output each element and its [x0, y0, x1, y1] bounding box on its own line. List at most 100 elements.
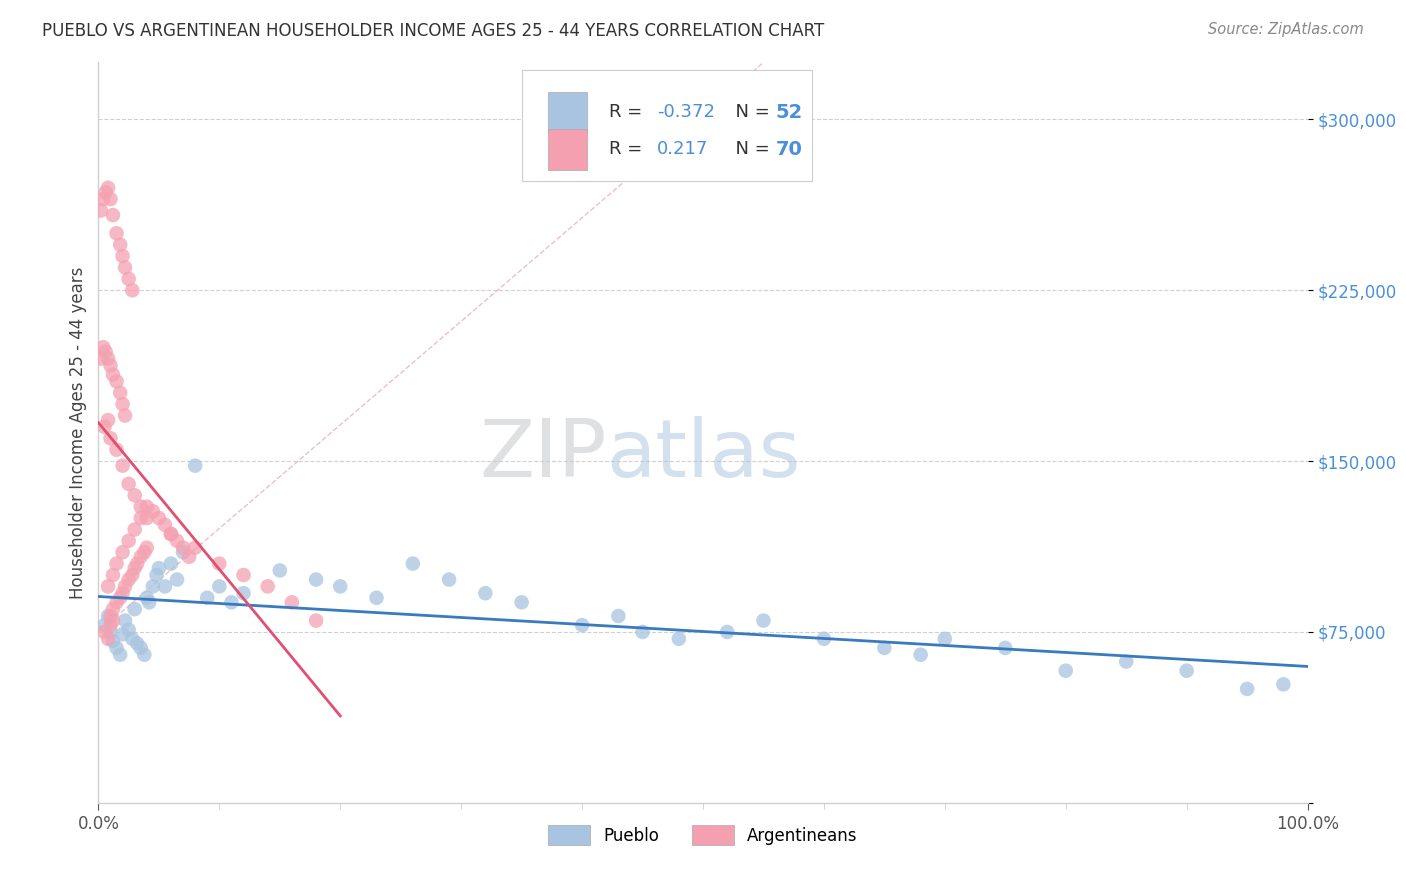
Text: ZIP: ZIP	[479, 416, 606, 494]
Point	[111, 586, 134, 600]
Point	[1272, 677, 1295, 691]
Point	[124, 602, 146, 616]
Point	[114, 614, 136, 628]
Point	[172, 541, 194, 555]
Point	[101, 368, 124, 382]
Point	[716, 624, 738, 639]
Point	[105, 442, 128, 457]
Text: -0.372: -0.372	[657, 103, 716, 121]
Point	[108, 237, 131, 252]
Point	[329, 579, 352, 593]
Point	[127, 557, 149, 571]
Legend: Pueblo, Argentineans: Pueblo, Argentineans	[540, 817, 866, 854]
Point	[124, 488, 146, 502]
Point	[1115, 655, 1137, 669]
Point	[474, 586, 496, 600]
Point	[256, 579, 278, 593]
Point	[97, 632, 120, 646]
Point	[118, 272, 141, 286]
Point	[402, 557, 425, 571]
Point	[135, 541, 157, 555]
Point	[97, 609, 120, 624]
Point	[121, 632, 143, 646]
Point	[934, 632, 956, 646]
Point	[1054, 664, 1077, 678]
Text: N =: N =	[724, 103, 775, 121]
FancyBboxPatch shape	[548, 129, 586, 169]
Point	[145, 568, 167, 582]
Point	[127, 636, 149, 650]
Point	[111, 458, 134, 473]
Point	[121, 283, 143, 297]
Point	[232, 586, 254, 600]
Point	[111, 397, 134, 411]
Point	[571, 618, 593, 632]
Point	[129, 500, 152, 514]
Point	[631, 624, 654, 639]
Point	[105, 557, 128, 571]
Point	[129, 640, 152, 655]
Point	[153, 517, 176, 532]
Text: atlas: atlas	[606, 416, 800, 494]
Point	[100, 431, 122, 445]
Point	[873, 640, 896, 655]
Point	[208, 579, 231, 593]
Text: R =: R =	[609, 140, 654, 159]
Point	[97, 180, 120, 194]
Point	[160, 527, 183, 541]
Text: N =: N =	[724, 140, 775, 159]
Point	[607, 609, 630, 624]
Point	[994, 640, 1017, 655]
Point	[100, 192, 122, 206]
Point	[813, 632, 835, 646]
Point	[232, 568, 254, 582]
Point	[153, 579, 176, 593]
Point	[184, 541, 207, 555]
Point	[101, 208, 124, 222]
Y-axis label: Householder Income Ages 25 - 44 years: Householder Income Ages 25 - 44 years	[69, 267, 87, 599]
Point	[114, 409, 136, 423]
Point	[1175, 664, 1198, 678]
Point	[124, 561, 146, 575]
Point	[111, 627, 134, 641]
Point	[138, 595, 160, 609]
Point	[101, 634, 124, 648]
Point	[108, 591, 131, 605]
Text: 0.217: 0.217	[657, 140, 709, 159]
Point	[148, 561, 170, 575]
Point	[114, 579, 136, 593]
Point	[135, 511, 157, 525]
Point	[114, 260, 136, 275]
Point	[100, 359, 122, 373]
Point	[118, 623, 141, 637]
Point	[105, 227, 128, 241]
Point	[97, 351, 120, 366]
Point	[437, 573, 460, 587]
Point	[910, 648, 932, 662]
Point	[142, 579, 165, 593]
Point	[281, 595, 304, 609]
Point	[510, 595, 533, 609]
Point	[97, 413, 120, 427]
Text: R =: R =	[609, 103, 648, 121]
Point	[184, 458, 207, 473]
Point	[105, 640, 128, 655]
Point	[91, 192, 114, 206]
Point	[305, 614, 328, 628]
Text: PUEBLO VS ARGENTINEAN HOUSEHOLDER INCOME AGES 25 - 44 YEARS CORRELATION CHART: PUEBLO VS ARGENTINEAN HOUSEHOLDER INCOME…	[42, 22, 824, 40]
Point	[208, 557, 231, 571]
Point	[160, 527, 183, 541]
Point	[121, 568, 143, 582]
Text: 52: 52	[776, 103, 803, 122]
Point	[269, 564, 291, 578]
Point	[118, 573, 141, 587]
Point	[166, 573, 188, 587]
Point	[105, 595, 128, 609]
Point	[129, 549, 152, 564]
Point	[91, 340, 114, 354]
Point	[93, 624, 115, 639]
Point	[135, 500, 157, 514]
Point	[160, 557, 183, 571]
Point	[366, 591, 388, 605]
Point	[111, 545, 134, 559]
